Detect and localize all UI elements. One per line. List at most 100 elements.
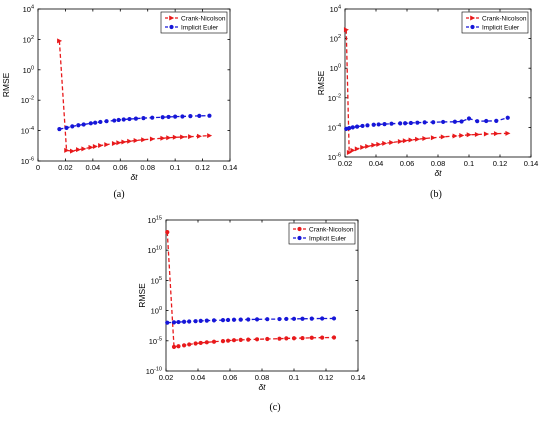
data-point xyxy=(93,120,98,125)
data-point xyxy=(360,123,365,129)
data-point xyxy=(459,133,465,139)
data-point xyxy=(225,317,231,323)
chart-panel-a: 0 0.02 0.04 0.06 0.08 0.1 0.12 0.14 10-6 10-4 10-2… xyxy=(1,5,237,201)
data-point xyxy=(347,126,352,131)
data-point xyxy=(365,143,371,149)
data-point xyxy=(346,150,352,156)
x-tick-label: 0.02 xyxy=(338,159,353,168)
x-tick-label: 0.06 xyxy=(400,159,415,168)
data-point xyxy=(111,141,117,147)
y-tick-label: 105 xyxy=(151,276,162,286)
y-tick-label: 10-4 xyxy=(328,123,341,133)
data-point xyxy=(220,339,226,344)
data-point xyxy=(300,316,305,321)
data-point xyxy=(284,316,289,322)
y-tick-label: 10-6 xyxy=(328,153,341,163)
data-point xyxy=(76,147,82,153)
data-point xyxy=(188,134,194,140)
x-tick-label: 0.04 xyxy=(369,159,384,168)
y-tick-label: 1010 xyxy=(148,246,162,256)
data-point xyxy=(64,125,69,130)
data-point xyxy=(149,136,155,142)
legend-box xyxy=(461,11,529,34)
x-tick-label: 0.08 xyxy=(255,373,270,382)
data-point xyxy=(181,319,187,324)
data-point xyxy=(382,140,388,146)
legend-marker xyxy=(169,24,174,30)
data-point xyxy=(459,119,464,124)
data-point xyxy=(207,133,213,139)
data-point xyxy=(389,121,394,126)
data-point xyxy=(494,118,499,123)
data-point xyxy=(127,138,133,144)
x-tick-label: 0.08 xyxy=(140,163,155,172)
legend-box xyxy=(160,11,228,34)
data-point xyxy=(165,229,170,235)
y-tick-label: 10-5 xyxy=(149,336,162,346)
panel-caption: (a) xyxy=(113,189,124,200)
data-point xyxy=(220,318,226,323)
data-point xyxy=(231,317,237,322)
y-tick-label: 10-10 xyxy=(146,367,162,377)
data-point xyxy=(284,336,289,341)
legend-marker xyxy=(169,15,175,21)
data-point xyxy=(104,119,109,124)
data-point xyxy=(204,340,209,345)
data-point xyxy=(69,148,75,154)
data-point xyxy=(254,317,260,322)
series-line-crank-nicolson xyxy=(166,232,335,348)
legend-marker xyxy=(470,24,475,30)
x-tick-label: 0.1 xyxy=(170,163,180,172)
data-point xyxy=(88,121,93,126)
x-tick-label: 0.12 xyxy=(493,159,508,168)
y-tick-label: 10-4 xyxy=(21,126,34,136)
data-point xyxy=(180,114,185,119)
y-tick-label: 100 xyxy=(23,65,34,75)
panel-caption: (c) xyxy=(269,402,280,413)
series-line-crank-nicolson xyxy=(345,29,508,154)
data-point xyxy=(350,125,355,130)
data-point xyxy=(397,138,403,144)
x-tick-label: 0.12 xyxy=(195,163,210,172)
data-point xyxy=(354,124,360,129)
data-point xyxy=(291,336,297,341)
data-point xyxy=(104,142,110,148)
data-point xyxy=(98,119,103,125)
x-axis-label: δt xyxy=(258,382,266,392)
data-point xyxy=(265,317,270,322)
data-point xyxy=(440,134,446,140)
legend-label: Implicit Euler xyxy=(181,24,219,31)
data-point xyxy=(430,135,436,141)
x-tick-label: 0.02 xyxy=(58,163,73,172)
x-axis-label: δt xyxy=(434,168,442,178)
x-tick-label: 0.14 xyxy=(351,373,366,382)
x-tick-label: 0.02 xyxy=(159,373,174,382)
data-point xyxy=(371,142,377,148)
chart-panel-c: 0.02 0.04 0.06 0.08 0.1 0.12 0.14 10-10 10-5 100 1… xyxy=(137,216,365,414)
x-axis-label: δt xyxy=(130,172,138,182)
data-point xyxy=(277,316,282,322)
legend-box xyxy=(288,222,356,245)
y-tick-label: 10-6 xyxy=(21,157,34,167)
data-point xyxy=(493,131,499,137)
data-point xyxy=(254,337,260,342)
legend-label: Crank-Nicolson xyxy=(482,15,527,22)
data-point xyxy=(176,344,181,349)
data-point xyxy=(193,341,198,346)
data-point xyxy=(452,133,458,139)
y-axis-label: RMSE xyxy=(1,72,11,97)
data-point xyxy=(198,340,203,346)
data-point xyxy=(360,144,366,150)
data-point xyxy=(320,316,325,321)
data-point xyxy=(371,122,376,127)
y-tick-label: 102 xyxy=(23,35,34,45)
data-point xyxy=(300,335,305,341)
data-point xyxy=(398,121,403,126)
data-point xyxy=(403,121,408,126)
data-point xyxy=(198,318,203,323)
data-point xyxy=(382,122,387,127)
y-tick-label: 100 xyxy=(151,306,162,316)
data-point xyxy=(246,337,251,342)
data-point xyxy=(176,319,181,325)
